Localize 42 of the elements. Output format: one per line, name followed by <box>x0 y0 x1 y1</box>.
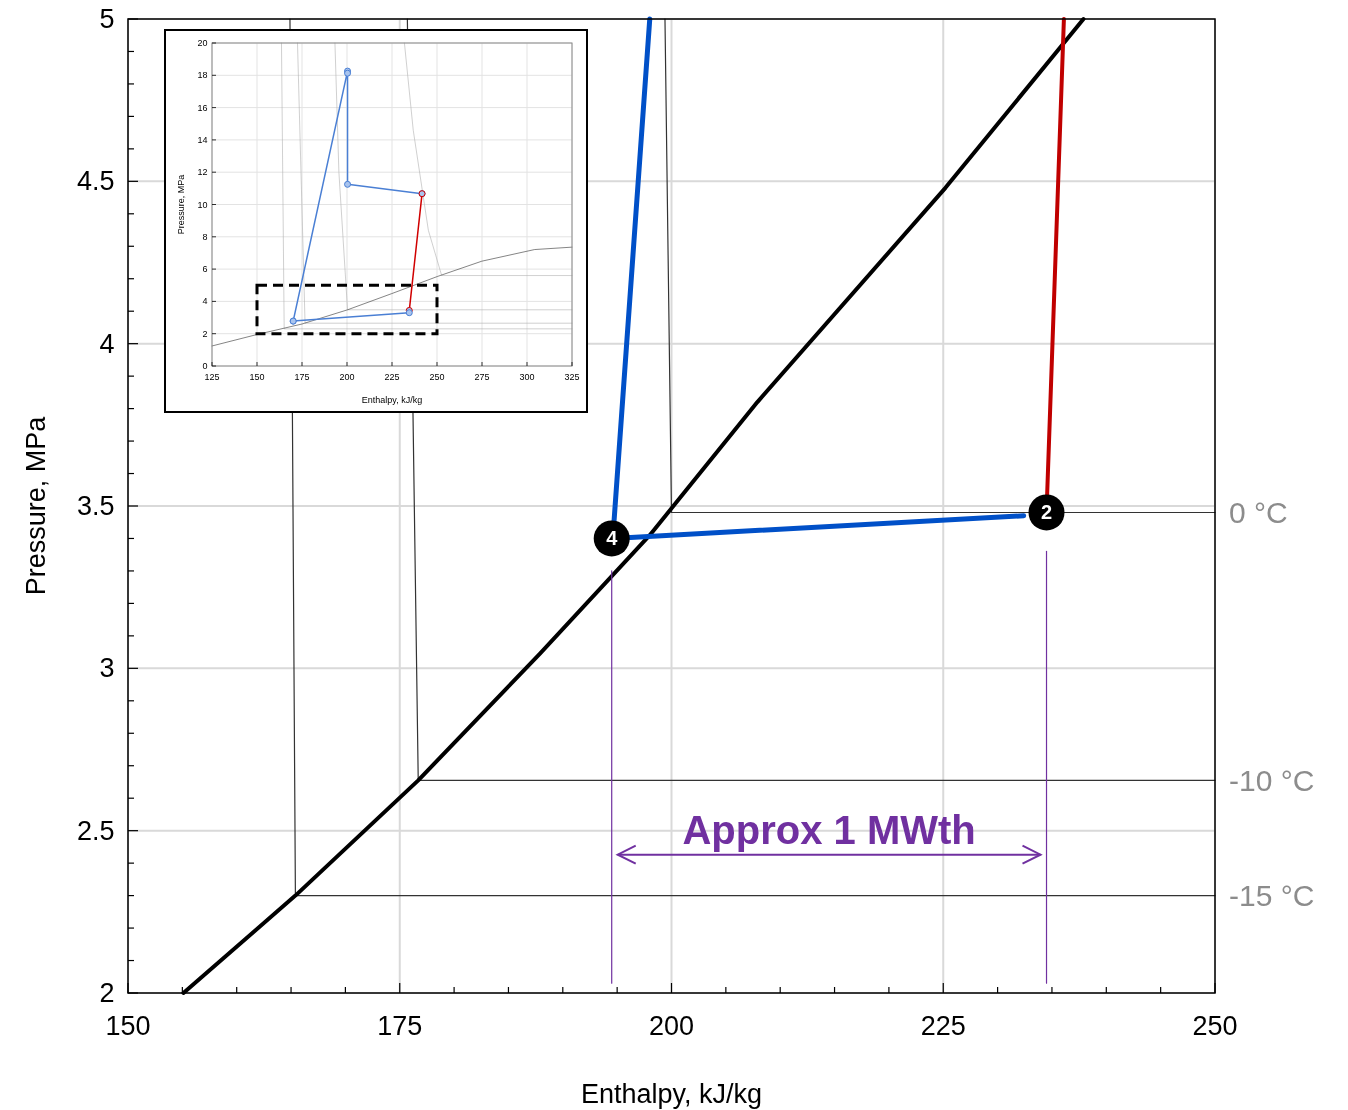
y-tick-label: 5 <box>99 4 115 34</box>
y-tick-label: 20 <box>197 38 208 48</box>
x-tick-label: 300 <box>519 371 535 382</box>
y-tick-label: 0 <box>202 361 208 371</box>
y-tick-label: 3.5 <box>76 491 115 521</box>
y-tick-label: 18 <box>197 70 208 81</box>
x-tick-label: 325 <box>564 371 580 382</box>
y-tick-label: 14 <box>197 134 208 145</box>
series-label: 0 °C <box>1229 495 1288 529</box>
y-tick-label: 2 <box>99 978 115 1008</box>
y-tick-label: 10 <box>197 199 208 210</box>
y-tick-label: 2.5 <box>76 815 115 846</box>
x-tick-label: 250 <box>429 371 445 382</box>
x-tick-label: 225 <box>384 371 400 382</box>
x-tick-label: 150 <box>105 1010 151 1041</box>
y-tick-label: 8 <box>202 231 208 242</box>
series-label: -10 °C <box>1229 763 1315 797</box>
y-axis-title: Pressure, MPa <box>176 174 186 235</box>
annotation: 2 <box>1040 501 1053 524</box>
x-tick-label: 200 <box>339 371 355 382</box>
y-tick-label: 2 <box>202 328 208 339</box>
y-tick-label: 4.5 <box>76 166 115 197</box>
x-tick-label: 200 <box>648 1010 695 1041</box>
y-tick-label: 12 <box>197 167 208 178</box>
annotation: 4 <box>606 527 619 550</box>
x-tick-label: 175 <box>294 371 310 382</box>
y-tick-label: 4 <box>202 296 208 307</box>
x-tick-label: 250 <box>1192 1010 1238 1041</box>
x-tick-label: 150 <box>249 371 265 382</box>
y-tick-label: 3 <box>99 653 115 684</box>
series-label: -15 °C <box>1229 879 1315 913</box>
y-tick-label: 16 <box>197 102 208 113</box>
x-axis-title: Enthalpy, kJ/kg <box>361 395 423 405</box>
x-tick-label: 225 <box>920 1010 966 1041</box>
y-tick-label: 6 <box>202 264 208 275</box>
x-tick-label: 175 <box>377 1010 423 1041</box>
y-axis-title: Pressure, MPa <box>21 415 51 596</box>
y-tick-label: 4 <box>99 328 115 359</box>
x-tick-label: 275 <box>474 371 490 382</box>
x-tick-label: 125 <box>204 371 220 382</box>
x-axis-title: Enthalpy, kJ/kg <box>580 1079 763 1109</box>
annotation: Approx 1 MWth <box>682 807 976 852</box>
